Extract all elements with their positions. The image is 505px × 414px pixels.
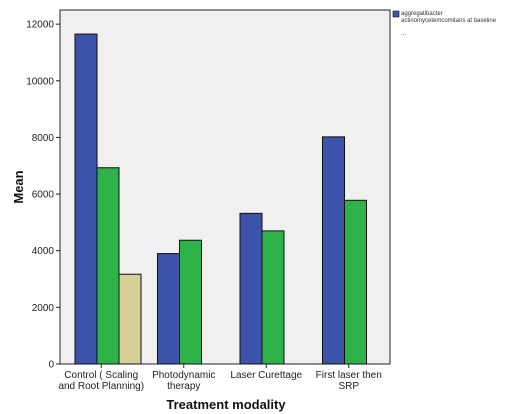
x-tick-label: therapy	[167, 381, 200, 392]
x-tick-label: Laser Curettage	[230, 370, 302, 381]
y-tick-label: 6000	[32, 190, 55, 201]
legend-label-line2: actinomycetemcomitans at baseline	[401, 18, 497, 24]
bar-series3-cat1	[118, 273, 142, 365]
y-tick-label: 12000	[26, 20, 54, 31]
bar-series2-cat4	[344, 199, 367, 365]
y-tick-label: 8000	[32, 133, 55, 144]
y-tick-label: 0	[48, 360, 54, 371]
bar-series2-cat1	[96, 167, 120, 365]
legend-swatch-series-1	[392, 10, 400, 18]
legend-label-line1: aggregatibacter	[401, 11, 443, 17]
legend-label-line3: ...	[401, 31, 406, 37]
y-axis: 0 2000 4000 6000 8000 10000 12000	[26, 20, 60, 371]
x-axis-title: Treatment modality	[166, 397, 286, 412]
y-tick-label: 2000	[32, 303, 55, 314]
x-tick-label: Photodynamic	[152, 370, 215, 381]
bar-series1-cat2	[157, 253, 180, 365]
bar-series1-cat4	[322, 136, 345, 365]
x-tick-label: Control ( Scaling	[64, 370, 138, 381]
x-tick-label: and Root Planning)	[58, 381, 144, 392]
y-tick-label: 10000	[26, 76, 54, 87]
bar-series1-cat3	[239, 212, 263, 365]
y-axis-title: Mean	[11, 170, 26, 203]
bars-group	[74, 33, 367, 365]
x-tick-label: SRP	[338, 381, 359, 392]
bar-series1-cat1	[74, 33, 98, 365]
legend: aggregatibacter actinomycetemcomitans at…	[392, 10, 497, 37]
bar-series2-cat2	[179, 239, 202, 365]
x-tick-label: First laser then	[316, 370, 382, 381]
y-tick-label: 4000	[32, 246, 55, 257]
bar-series2-cat3	[261, 230, 285, 365]
